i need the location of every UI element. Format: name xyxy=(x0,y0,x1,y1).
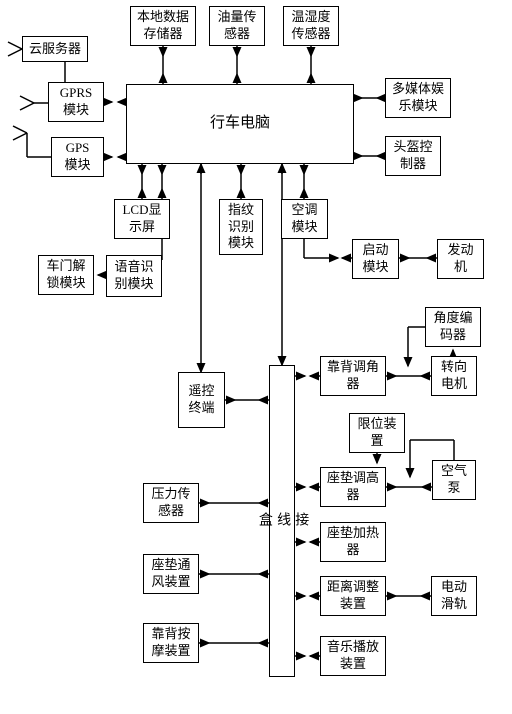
node-slide: 电动滑轨 xyxy=(431,576,477,616)
node-fingerprint: 指纹识别模块 xyxy=(219,199,263,255)
node-gprs: GPRS模块 xyxy=(48,82,104,122)
node-helmet: 头盔控制器 xyxy=(385,136,441,176)
node-engine: 发动机 xyxy=(437,239,484,279)
node-local-storage: 本地数据存储器 xyxy=(130,6,196,46)
node-junction: 接线盒 xyxy=(269,365,295,677)
node-temp-sensor: 温湿度传感器 xyxy=(283,6,339,46)
node-seat-heat: 座垫加热器 xyxy=(320,522,386,562)
node-pressure: 压力传感器 xyxy=(143,483,199,523)
node-dist-adj: 距离调整装置 xyxy=(320,576,386,616)
node-lcd: LCD显示屏 xyxy=(114,199,170,239)
node-vent: 座垫通风装置 xyxy=(143,554,199,594)
node-media: 多媒体娱乐模块 xyxy=(385,78,451,118)
node-remote: 遥控终端 xyxy=(178,372,225,428)
node-back-angle: 靠背调角器 xyxy=(320,356,386,396)
node-gps: GPS模块 xyxy=(51,137,104,177)
node-ac: 空调模块 xyxy=(281,199,328,239)
node-seat-height: 座垫调高器 xyxy=(320,467,386,507)
node-start: 启动模块 xyxy=(352,239,399,279)
node-turn-motor: 转向电机 xyxy=(431,356,477,396)
node-angle-enc: 角度编码器 xyxy=(425,307,481,347)
node-fuel-sensor: 油量传感器 xyxy=(209,6,265,46)
node-cloud: 云服务器 xyxy=(22,36,88,62)
node-limit: 限位装置 xyxy=(349,413,405,453)
node-main: 行车电脑 xyxy=(126,84,354,164)
node-door: 车门解锁模块 xyxy=(38,255,94,295)
node-voice: 语音识别模块 xyxy=(106,255,162,297)
node-massage: 靠背按摩装置 xyxy=(143,623,199,663)
node-air-pump: 空气泵 xyxy=(432,460,476,500)
node-music: 音乐播放装置 xyxy=(320,636,386,676)
